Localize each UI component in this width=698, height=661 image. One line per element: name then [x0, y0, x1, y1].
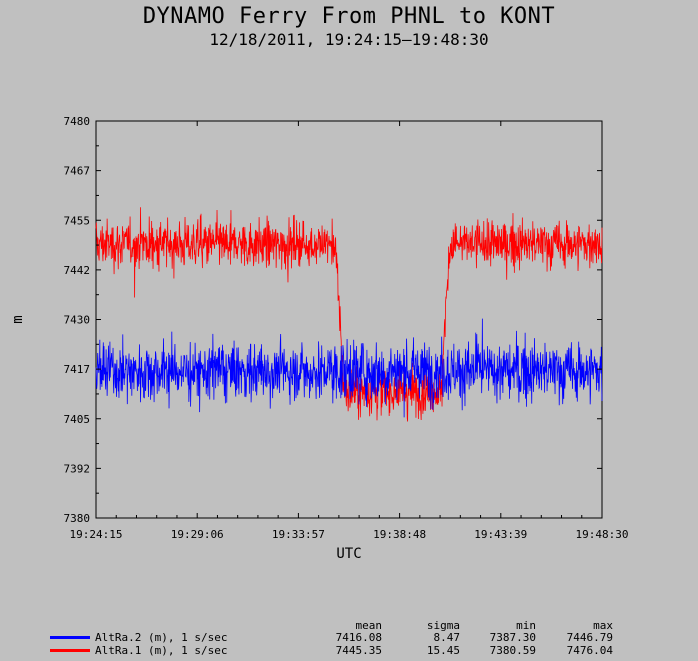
x-tick-label: 19:48:30	[576, 528, 629, 541]
y-tick-label: 7417	[64, 363, 91, 376]
legend-sigma-value: 15.45	[426, 644, 460, 657]
legend-header-sigma: sigma	[426, 619, 460, 632]
legend-min-value: 7387.30	[489, 631, 536, 644]
x-tick-label: 19:38:48	[373, 528, 426, 541]
legend-mean-value: 7416.08	[335, 631, 382, 644]
x-tick-label: 19:29:06	[171, 528, 224, 541]
legend-entry-altra1: AltRa.1 (m), 1 s/sec 7445.35 15.45 7380.…	[0, 644, 698, 658]
y-tick-label: 7380	[64, 512, 91, 525]
y-tick-label: 7467	[64, 165, 91, 178]
legend-header-mean: mean	[355, 619, 383, 632]
legend-max-value: 7476.04	[566, 644, 613, 657]
chart-svg: 7380 7392 7405 7417 7430 7442 7455 7467 7480 19:2…	[10, 115, 629, 562]
x-tick-label: 19:33:57	[272, 528, 325, 541]
legend-swatch-red	[50, 649, 90, 652]
legend-entry-altra2: AltRa.2 (m), 1 s/sec 7416.08 8.47 7387.3…	[0, 631, 698, 645]
y-tick-label: 7480	[64, 115, 91, 128]
chart-subtitle: 12/18/2011, 19:24:15–19:48:30	[209, 30, 489, 49]
legend-sigma-value: 8.47	[433, 631, 461, 644]
y-tick-label: 7442	[64, 264, 91, 277]
y-tick-label: 7392	[64, 462, 91, 475]
y-tick-label: 7405	[64, 413, 91, 426]
legend-label: AltRa.2 (m), 1 s/sec	[95, 631, 228, 644]
x-axis-label: UTC	[336, 546, 361, 562]
plot-frame	[95, 120, 603, 519]
legend-label: AltRa.1 (m), 1 s/sec	[95, 644, 228, 657]
series-line-altra2	[95, 318, 603, 418]
legend-max-value: 7446.79	[566, 631, 613, 644]
chart-title: DYNAMO Ferry From PHNL to KONT	[142, 4, 556, 29]
x-tick-label: 19:43:39	[474, 528, 527, 541]
legend-header-max: max	[593, 619, 613, 632]
legend-mean-value: 7445.35	[335, 644, 382, 657]
legend-min-value: 7380.59	[489, 644, 536, 657]
y-axis-label: m	[10, 315, 26, 323]
y-tick-label: 7455	[64, 214, 91, 227]
legend-swatch-blue	[50, 636, 90, 639]
y-tick-label: 7430	[64, 314, 91, 327]
x-tick-label: 19:24:15	[70, 528, 123, 541]
legend-header-min: min	[516, 619, 536, 632]
